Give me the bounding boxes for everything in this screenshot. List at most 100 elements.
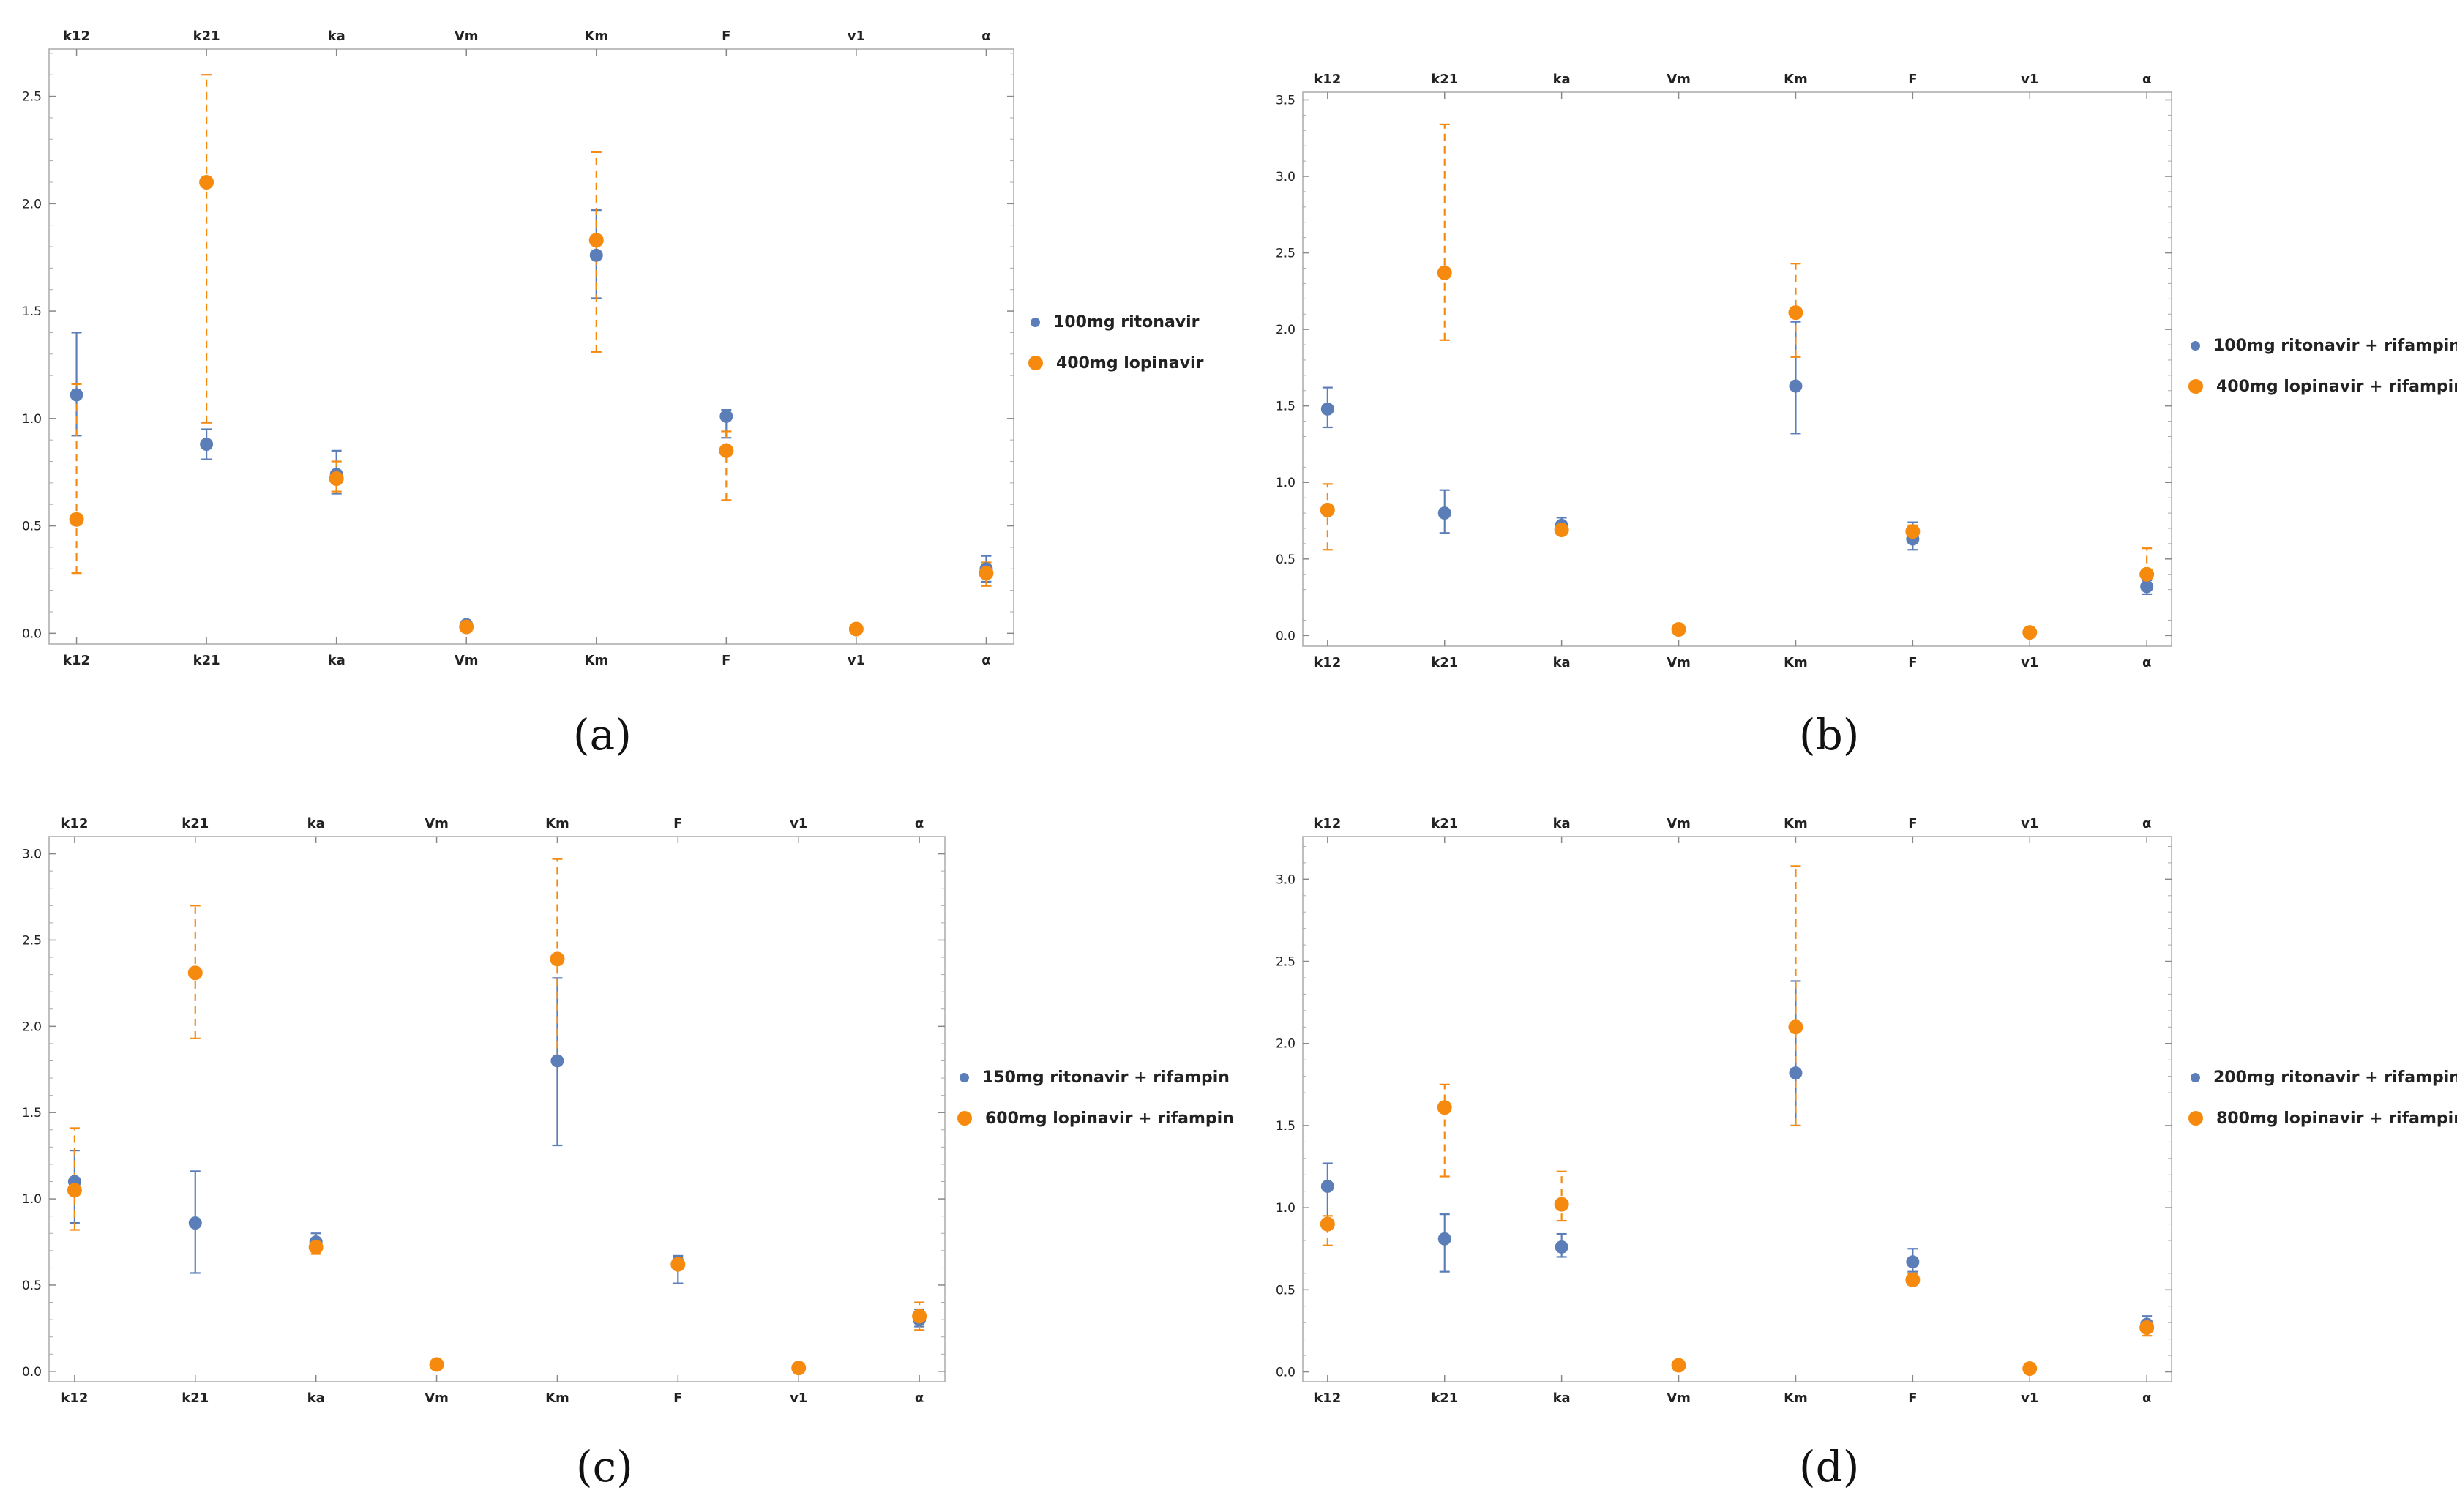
x-tick-label-top-Vm: Vm — [425, 816, 449, 831]
legend-marker-series1 — [1031, 317, 1040, 327]
x-tick-label-top-α: α — [2142, 816, 2151, 831]
legend-d: 200mg ritonavir + rifampin 800mg lopinav… — [2188, 1057, 2457, 1139]
data-point-series2-α — [979, 566, 994, 581]
data-point-series2-ka — [1554, 523, 1569, 538]
data-point-series1-k12 — [70, 388, 83, 402]
data-point-series2-F — [719, 443, 734, 458]
x-tick-label-ka: ka — [1553, 1391, 1571, 1406]
y-tick-label: 0.5 — [22, 520, 42, 534]
x-tick-label-top-α: α — [915, 816, 924, 831]
y-tick-label: 1.0 — [1276, 1201, 1295, 1216]
legend-item-series1: 100mg ritonavir — [1028, 302, 1203, 343]
y-tick-label: 3.0 — [1276, 170, 1295, 184]
data-point-series2-v1 — [791, 1361, 807, 1376]
y-tick-label: 1.5 — [22, 304, 42, 319]
plot-svg-b: 0.0 0.5 1.0 1.5 2.0 2.5 3.0 3.5 k12 k12 k21 k21 ka ka… — [1276, 72, 2172, 670]
data-point-series2-v1 — [2022, 625, 2038, 640]
x-tick-label-Km: Km — [545, 1391, 569, 1406]
x-tick-label-top-F: F — [1908, 72, 1917, 87]
data-point-series2-α — [2139, 1320, 2155, 1335]
x-tick-label-top-Km: Km — [545, 816, 569, 831]
data-point-series2-ka — [329, 471, 344, 487]
x-tick-label-F: F — [1908, 1391, 1917, 1406]
y-tick-label: 1.5 — [22, 1106, 42, 1120]
x-tick-label-v1: v1 — [2021, 1391, 2038, 1406]
data-point-series1-k21 — [188, 1216, 202, 1230]
data-point-series1-k21 — [1437, 506, 1451, 520]
x-tick-label-top-v1: v1 — [2021, 72, 2038, 87]
x-tick-label-top-k12: k12 — [63, 29, 90, 44]
legend-item-series2: 400mg lopinavir — [1028, 343, 1203, 383]
x-tick-label-k12: k12 — [63, 653, 90, 668]
plot-frame — [1302, 836, 2172, 1382]
data-point-series2-Km — [1788, 1019, 1803, 1035]
legend-item-series1: 200mg ritonavir + rifampin — [2188, 1057, 2457, 1098]
legend-marker-series2 — [957, 1111, 972, 1126]
caption-d: (d) — [1799, 1442, 1860, 1492]
data-point-series2-k21 — [1437, 1100, 1452, 1115]
legend-item-series1: 100mg ritonavir + rifampin — [2188, 325, 2457, 366]
data-point-series1-F — [719, 409, 733, 423]
data-point-series2-α — [912, 1309, 927, 1324]
x-tick-label-Vm: Vm — [1667, 1391, 1691, 1406]
legend-label-series1: 200mg ritonavir + rifampin — [2213, 1068, 2457, 1087]
data-point-series1-k12 — [1320, 1179, 1334, 1193]
legend-item-series2: 800mg lopinavir + rifampin — [2188, 1098, 2457, 1139]
data-point-series1-k21 — [1437, 1232, 1451, 1246]
data-point-series2-k21 — [199, 174, 214, 190]
y-tick-label: 1.0 — [1276, 476, 1295, 490]
legend-label-series1: 100mg ritonavir — [1053, 312, 1200, 332]
x-tick-label-top-α: α — [2142, 72, 2151, 87]
x-tick-label-v1: v1 — [848, 653, 865, 668]
y-tick-label: 0.5 — [1276, 553, 1295, 567]
x-tick-label-top-k21: k21 — [1431, 72, 1458, 87]
x-tick-label-v1: v1 — [2021, 655, 2038, 670]
x-tick-label-α: α — [2142, 655, 2151, 670]
chart-panel-d: 0.0 0.5 1.0 1.5 2.0 2.5 3.0 k12 k12 k21 k21 ka ka Vm V… — [1228, 756, 2457, 1512]
x-tick-label-top-Km: Km — [1784, 816, 1808, 831]
x-tick-label-k12: k12 — [1314, 655, 1341, 670]
data-point-series2-Vm — [1671, 1358, 1686, 1373]
data-point-series1-k21 — [200, 438, 214, 452]
plot-frame — [1302, 91, 2172, 647]
data-point-series2-ka — [308, 1240, 324, 1255]
y-tick-label: 2.5 — [22, 90, 42, 105]
legend-item-series1: 150mg ritonavir + rifampin — [957, 1057, 1234, 1098]
data-point-series2-ka — [1554, 1197, 1569, 1212]
data-point-series2-k12 — [1320, 1216, 1335, 1232]
y-tick-label: 3.5 — [1276, 93, 1295, 108]
data-point-series1-ka — [1555, 1240, 1568, 1254]
data-point-series1-Km — [589, 248, 603, 262]
y-tick-label: 2.0 — [1276, 323, 1295, 337]
caption-c: (c) — [576, 1442, 633, 1492]
data-point-series2-F — [670, 1257, 686, 1272]
x-tick-label-top-F: F — [722, 29, 730, 44]
x-tick-label-k21: k21 — [193, 653, 220, 668]
y-tick-label: 1.0 — [22, 1192, 42, 1207]
data-point-series2-k21 — [1437, 265, 1452, 280]
y-tick-label: 0.5 — [22, 1279, 42, 1293]
x-tick-label-k21: k21 — [182, 1391, 209, 1406]
chart-panel-a: 0.0 0.5 1.0 1.5 2.0 2.5 k12 k12 k21 k21 ka ka Vm Vm Km… — [0, 0, 1228, 760]
x-tick-label-v1: v1 — [790, 1391, 807, 1406]
y-tick-label: 2.0 — [22, 197, 42, 212]
x-tick-label-F: F — [673, 1391, 682, 1406]
x-tick-label-top-F: F — [1908, 816, 1917, 831]
y-tick-label: 3.0 — [22, 847, 42, 862]
x-tick-label-Vm: Vm — [425, 1391, 449, 1406]
x-tick-label-F: F — [722, 653, 730, 668]
y-tick-label: 1.0 — [22, 412, 42, 427]
y-tick-label: 0.5 — [1276, 1283, 1295, 1298]
x-tick-label-ka: ka — [328, 653, 345, 668]
legend-label-series2: 400mg lopinavir — [1056, 353, 1204, 373]
x-tick-label-α: α — [2142, 1391, 2151, 1406]
caption-b: (b) — [1799, 710, 1860, 760]
legend-label-series2: 400mg lopinavir + rifampin — [2216, 377, 2457, 396]
plot-svg-a: 0.0 0.5 1.0 1.5 2.0 2.5 k12 k12 k21 k21 ka ka Vm Vm Km… — [22, 29, 1014, 668]
y-tick-label: 0.0 — [22, 1365, 42, 1380]
legend-item-series2: 600mg lopinavir + rifampin — [957, 1098, 1234, 1139]
y-tick-label: 2.5 — [22, 933, 42, 948]
x-tick-label-ka: ka — [1553, 655, 1571, 670]
data-point-series2-k12 — [67, 1183, 82, 1198]
data-point-series2-Vm — [429, 1357, 444, 1372]
